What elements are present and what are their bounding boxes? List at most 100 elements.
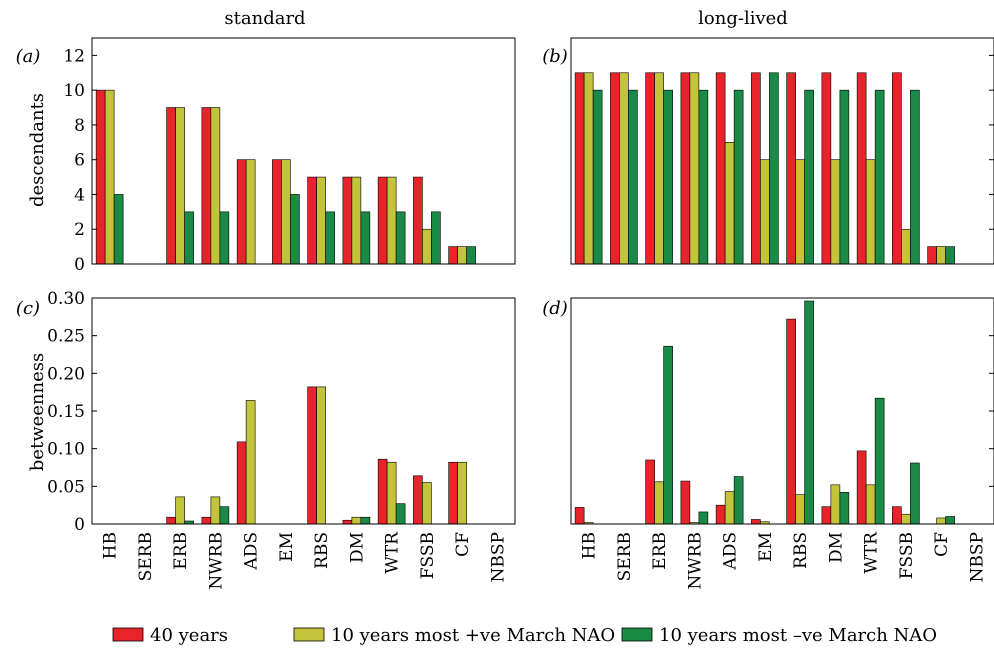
- category-label-ADS: ADS: [242, 532, 262, 571]
- bar-RBS-series-2: [796, 160, 805, 264]
- category-label-CF: CF: [932, 532, 952, 557]
- bar-ADS-series-1: [237, 442, 246, 524]
- bar-DM-series-1: [343, 520, 352, 524]
- bar-WTR-series-2: [866, 160, 875, 264]
- bar-FSSB-series-1: [413, 476, 422, 524]
- bar-EM-series-2: [281, 160, 290, 264]
- bar-DM-series-3: [361, 212, 370, 264]
- bar-FSSB-series-2: [422, 483, 431, 524]
- category-label-NWRB: NWRB: [685, 532, 705, 590]
- bar-HB-series-3: [114, 194, 123, 264]
- bar-ERB-series-1: [646, 460, 655, 524]
- category-label-ERB: ERB: [171, 532, 191, 570]
- category-label-WTR: WTR: [383, 531, 403, 574]
- bar-NWRB-series-3: [699, 512, 708, 524]
- category-label-RBS: RBS: [312, 532, 332, 569]
- bar-FSSB-series-3: [431, 212, 440, 264]
- bars: [575, 301, 955, 524]
- legend-label: 10 years most –ve March NAO: [659, 625, 937, 646]
- bar-NWRB-series-2: [690, 73, 699, 264]
- panel-label: (b): [542, 46, 568, 67]
- y-tick-label: 0: [74, 255, 85, 275]
- bar-CF-series-1: [449, 247, 458, 264]
- bar-FSSB-series-2: [901, 514, 910, 524]
- bar-WTR-series-3: [875, 90, 884, 264]
- bar-ADS-series-2: [246, 160, 255, 264]
- legend-swatch: [622, 628, 652, 641]
- y-axis-label: descendants: [27, 93, 48, 207]
- bar-HB-series-1: [575, 507, 584, 524]
- legend-swatch: [113, 628, 143, 641]
- category-label-SERB: SERB: [136, 532, 156, 581]
- bar-DM-series-3: [361, 517, 370, 524]
- bar-WTR-series-2: [387, 177, 396, 264]
- y-tick-label: 0.30: [47, 289, 85, 309]
- bar-HB-series-2: [584, 73, 593, 264]
- bar-ADS-series-2: [725, 142, 734, 264]
- bar-CF-series-3: [467, 247, 476, 264]
- bar-ADS-series-1: [716, 73, 725, 264]
- y-tick-label: 0.10: [47, 440, 85, 460]
- category-label-NBSP: NBSP: [488, 532, 508, 582]
- bar-CF-series-2: [458, 247, 467, 264]
- legend-label: 10 years most +ve March NAO: [331, 625, 615, 646]
- category-label-EM: EM: [756, 532, 776, 562]
- bar-WTR-series-3: [875, 398, 884, 524]
- bar-CF-series-1: [449, 462, 458, 524]
- category-label-NBSP: NBSP: [967, 532, 987, 582]
- legend-item-1: 40 years: [113, 625, 228, 646]
- bar-ADS-series-2: [725, 492, 734, 524]
- legend-label: 40 years: [150, 625, 228, 646]
- legend: 40 years 10 years most +ve March NAO 10 ye…: [113, 625, 937, 646]
- bar-WTR-series-3: [396, 504, 405, 524]
- bar-WTR-series-2: [387, 462, 396, 524]
- plot-frame: [571, 298, 994, 524]
- bar-CF-series-2: [937, 518, 946, 524]
- y-tick-label: 0.05: [47, 477, 85, 497]
- bar-EM-series-2: [760, 160, 769, 264]
- category-label-RBS: RBS: [791, 532, 811, 569]
- column-title: long-lived: [698, 8, 788, 29]
- bar-NWRB-series-3: [220, 507, 229, 524]
- bar-DM-series-2: [352, 177, 361, 264]
- y-tick-label: 0.25: [47, 327, 85, 347]
- category-label-SERB: SERB: [615, 532, 635, 581]
- legend-swatch: [294, 628, 324, 641]
- y-tick-label: 12: [63, 46, 85, 66]
- y-tick-label: 10: [63, 81, 85, 101]
- bar-EM-series-1: [751, 519, 760, 524]
- bar-SERB-series-1: [610, 73, 619, 264]
- bar-DM-series-2: [831, 160, 840, 264]
- bar-RBS-series-2: [796, 495, 805, 524]
- bar-WTR-series-2: [866, 485, 875, 524]
- category-label-WTR: WTR: [862, 531, 882, 574]
- bar-ERB-series-1: [167, 108, 176, 264]
- category-label-HB: HB: [101, 532, 121, 559]
- panel-a: 0 2 4 6 8 10 12 (a) standard descendants: [16, 8, 515, 275]
- bar-DM-series-1: [822, 507, 831, 524]
- bar-ERB-series-3: [664, 90, 673, 264]
- category-label-EM: EM: [277, 532, 297, 562]
- bar-HB-series-3: [593, 90, 602, 264]
- bar-RBS-series-2: [317, 177, 326, 264]
- category-label-DM: DM: [347, 532, 367, 563]
- bar-CF-series-2: [937, 247, 946, 264]
- bar-FSSB-series-3: [910, 90, 919, 264]
- bar-ERB-series-2: [655, 482, 664, 524]
- bar-FSSB-series-1: [892, 73, 901, 264]
- y-tick-label: 8: [74, 116, 85, 136]
- bar-FSSB-series-1: [413, 177, 422, 264]
- y-tick-label: 2: [74, 220, 85, 240]
- y-tick-label: 0: [74, 515, 85, 535]
- bar-ADS-series-3: [734, 90, 743, 264]
- bar-RBS-series-1: [787, 73, 796, 264]
- bar-NWRB-series-3: [699, 90, 708, 264]
- bar-ERB-series-2: [655, 73, 664, 264]
- panel-d: HB SERB ERB NWRB ADS EM RBS DM WTR FSSB CF NBSP (d): [542, 298, 994, 590]
- bar-DM-series-1: [343, 177, 352, 264]
- bar-NWRB-series-1: [202, 108, 211, 264]
- bar-NWRB-series-1: [681, 73, 690, 264]
- category-label-NWRB: NWRB: [206, 532, 226, 590]
- bar-EM-series-1: [751, 73, 760, 264]
